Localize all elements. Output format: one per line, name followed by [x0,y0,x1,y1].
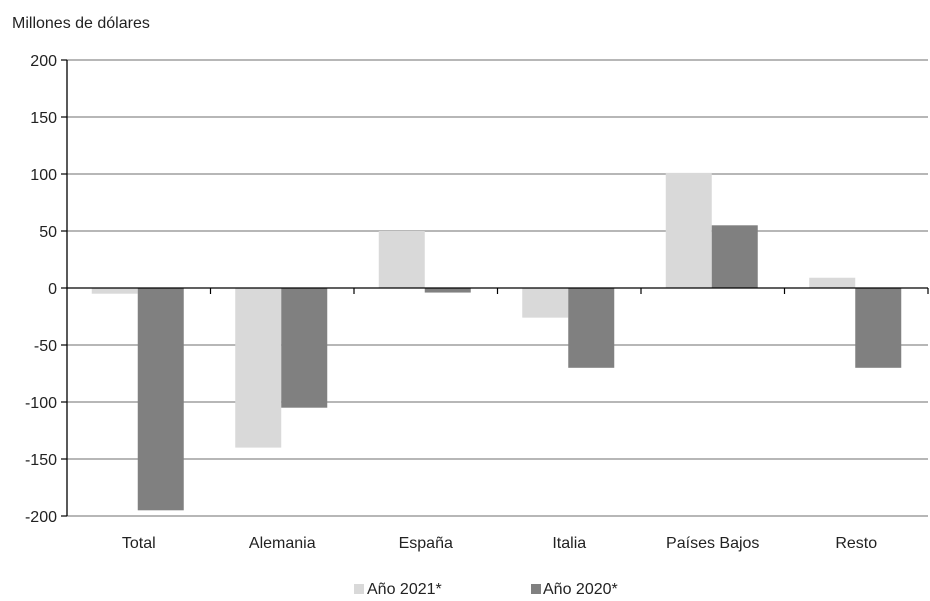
bar-ano-2021 [235,288,282,448]
x-tick-label: España [399,535,453,552]
bar-ano-2021 [91,288,138,294]
y-tick-label: -50 [34,338,57,355]
bars [91,172,902,511]
y-tick-label: 100 [30,167,57,184]
bar-ano-2021 [665,172,712,288]
bar-ano-2020 [424,288,471,293]
x-tick-label: Resto [835,535,877,552]
bar-ano-2020 [855,288,902,368]
bar-ano-2020 [137,288,184,511]
gridlines [67,59,928,517]
y-tick-label: 150 [30,110,57,127]
y-tick-label: -100 [25,395,57,412]
x-tick-label: Total [122,535,156,552]
bar-ano-2020 [568,288,615,368]
y-tick-label: -200 [25,509,57,526]
bar-ano-2020 [281,288,328,408]
x-tick-label: Países Bajos [666,535,759,552]
x-tick-label: Italia [552,535,586,552]
x-tick-labels: Total Alemania España Italia Países Bajos Res… [122,535,877,552]
legend-swatch [354,584,364,594]
y-tick-label: 200 [30,53,57,70]
y-tick-label: 0 [48,281,57,298]
y-axis-title: Millones de dólares [12,15,150,32]
legend-label: Año 2021* [367,581,442,598]
bar-ano-2020 [711,225,758,288]
axes [61,59,929,517]
y-tick-label: -150 [25,452,57,469]
bar-ano-2021 [522,288,569,318]
legend: Año 2021* Año 2020* [354,581,618,598]
bar-ano-2021 [809,277,856,288]
legend-swatch [531,584,541,594]
y-tick-label: 50 [39,224,57,241]
legend-label: Año 2020* [543,581,618,598]
bar-ano-2021 [378,231,425,288]
x-tick-label: Alemania [249,535,316,552]
y-tick-labels: 200 150 100 50 0 -50 -100 -150 -200 [25,53,57,526]
